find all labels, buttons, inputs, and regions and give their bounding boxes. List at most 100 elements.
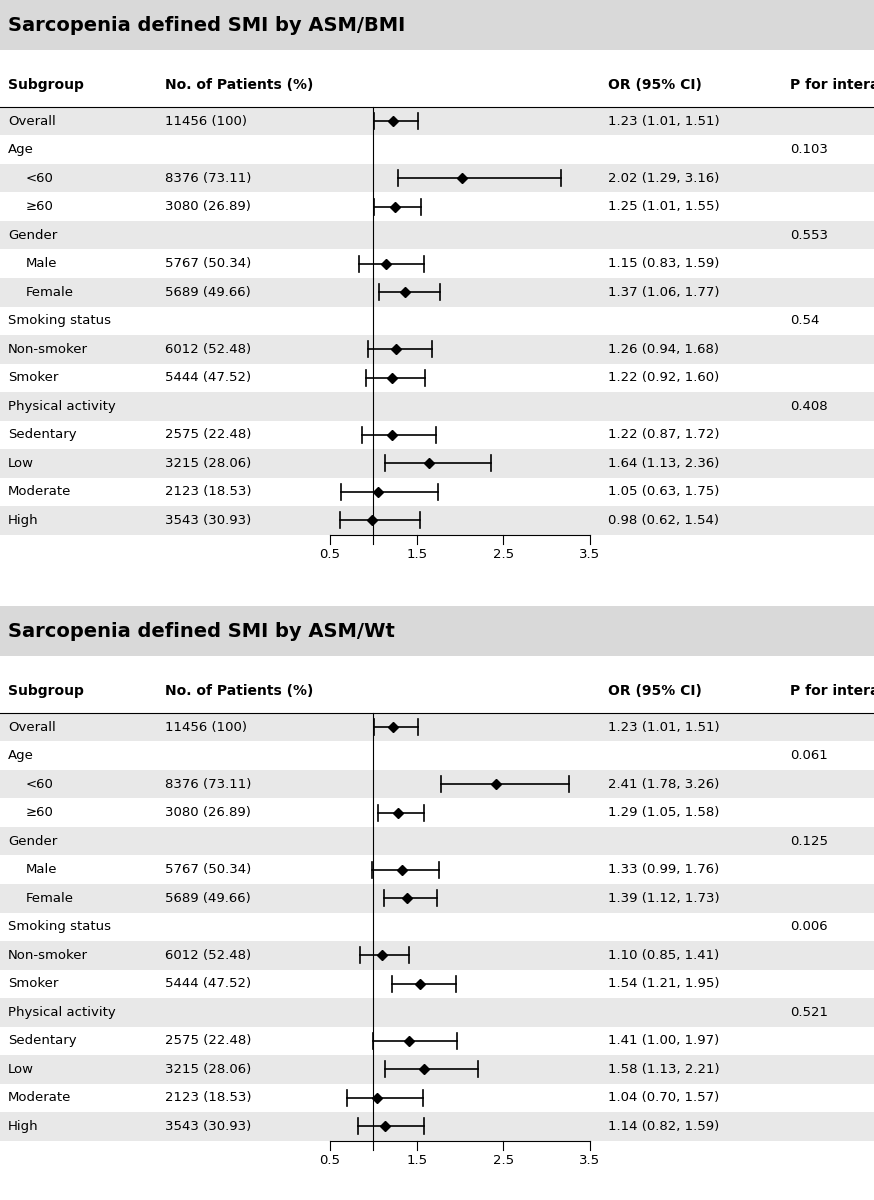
Text: 8376 (73.11): 8376 (73.11): [165, 172, 252, 185]
Bar: [0, 798, 874, 827]
Bar: [0, 742, 874, 770]
Text: 0.98 (0.62, 1.54): 0.98 (0.62, 1.54): [608, 514, 719, 527]
Text: 3080 (26.89): 3080 (26.89): [165, 806, 251, 820]
Bar: [0, 856, 874, 884]
Text: Low: Low: [8, 1063, 34, 1076]
Text: 3.5: 3.5: [579, 1154, 600, 1168]
Text: 2.5: 2.5: [493, 1154, 514, 1168]
Text: 1.22 (0.92, 1.60): 1.22 (0.92, 1.60): [608, 371, 719, 384]
Text: 5444 (47.52): 5444 (47.52): [165, 977, 251, 990]
Text: Low: Low: [8, 457, 34, 470]
Text: 5767 (50.34): 5767 (50.34): [165, 863, 251, 876]
Text: Smoker: Smoker: [8, 977, 59, 990]
Text: 1.58 (1.13, 2.21): 1.58 (1.13, 2.21): [608, 1063, 719, 1076]
Text: <60: <60: [26, 778, 54, 791]
Text: Non-smoker: Non-smoker: [8, 949, 88, 961]
Text: Sedentary: Sedentary: [8, 1034, 77, 1048]
Text: Physical activity: Physical activity: [8, 1006, 115, 1019]
Text: 1.29 (1.05, 1.58): 1.29 (1.05, 1.58): [608, 806, 719, 820]
Bar: [0, 0, 874, 50]
Text: Smoking status: Smoking status: [8, 920, 111, 934]
Text: 3.5: 3.5: [579, 548, 600, 562]
Text: 1.10 (0.85, 1.41): 1.10 (0.85, 1.41): [608, 949, 719, 961]
Bar: [0, 998, 874, 1026]
Text: 1.05 (0.63, 1.75): 1.05 (0.63, 1.75): [608, 485, 719, 498]
Text: 3215 (28.06): 3215 (28.06): [165, 1063, 251, 1076]
Text: Overall: Overall: [8, 115, 56, 127]
Text: 0.103: 0.103: [790, 143, 828, 156]
Bar: [0, 941, 874, 970]
Text: P for interaction: P for interaction: [790, 684, 874, 697]
Text: Male: Male: [26, 257, 58, 270]
Bar: [0, 250, 874, 278]
Text: 1.5: 1.5: [406, 548, 427, 562]
Bar: [0, 107, 874, 136]
Bar: [0, 1112, 874, 1140]
Text: Subgroup: Subgroup: [8, 684, 84, 697]
Text: Sarcopenia defined SMI by ASM/Wt: Sarcopenia defined SMI by ASM/Wt: [8, 622, 395, 641]
Text: <60: <60: [26, 172, 54, 185]
Text: 3215 (28.06): 3215 (28.06): [165, 457, 251, 470]
Text: 5689 (49.66): 5689 (49.66): [165, 892, 251, 905]
Text: Physical activity: Physical activity: [8, 400, 115, 413]
Text: Sedentary: Sedentary: [8, 428, 77, 442]
Text: Moderate: Moderate: [8, 1091, 72, 1104]
Text: 1.37 (1.06, 1.77): 1.37 (1.06, 1.77): [608, 286, 719, 299]
Text: 0.5: 0.5: [320, 1154, 341, 1168]
Bar: [0, 912, 874, 941]
Text: 6012 (52.48): 6012 (52.48): [165, 949, 251, 961]
Bar: [0, 306, 874, 335]
Text: 1.04 (0.70, 1.57): 1.04 (0.70, 1.57): [608, 1091, 719, 1104]
Text: 1.26 (0.94, 1.68): 1.26 (0.94, 1.68): [608, 343, 719, 355]
Text: Smoking status: Smoking status: [8, 314, 111, 328]
Text: Gender: Gender: [8, 835, 58, 847]
Text: 1.23 (1.01, 1.51): 1.23 (1.01, 1.51): [608, 115, 719, 127]
Text: 1.39 (1.12, 1.73): 1.39 (1.12, 1.73): [608, 892, 719, 905]
Text: Non-smoker: Non-smoker: [8, 343, 88, 355]
Text: 1.25 (1.01, 1.55): 1.25 (1.01, 1.55): [608, 200, 719, 214]
Bar: [0, 506, 874, 534]
Text: 1.5: 1.5: [406, 1154, 427, 1168]
Text: Gender: Gender: [8, 229, 58, 241]
Text: 3543 (30.93): 3543 (30.93): [165, 1120, 251, 1133]
Text: 1.41 (1.00, 1.97): 1.41 (1.00, 1.97): [608, 1034, 719, 1048]
Text: 1.33 (0.99, 1.76): 1.33 (0.99, 1.76): [608, 863, 719, 876]
Text: P for interaction: P for interaction: [790, 78, 874, 91]
Text: 11456 (100): 11456 (100): [165, 721, 247, 733]
Text: 1.15 (0.83, 1.59): 1.15 (0.83, 1.59): [608, 257, 719, 270]
Text: 0.54: 0.54: [790, 314, 820, 328]
Text: Moderate: Moderate: [8, 485, 72, 498]
Text: ≥60: ≥60: [26, 806, 54, 820]
Text: 0.5: 0.5: [320, 548, 341, 562]
Bar: [0, 221, 874, 250]
Text: No. of Patients (%): No. of Patients (%): [165, 684, 314, 697]
Text: No. of Patients (%): No. of Patients (%): [165, 78, 314, 91]
Text: Smoker: Smoker: [8, 371, 59, 384]
Text: 2123 (18.53): 2123 (18.53): [165, 485, 252, 498]
Text: 0.006: 0.006: [790, 920, 828, 934]
Text: 0.553: 0.553: [790, 229, 828, 241]
Text: 2575 (22.48): 2575 (22.48): [165, 428, 252, 442]
Bar: [0, 420, 874, 449]
Bar: [0, 1084, 874, 1112]
Bar: [0, 478, 874, 506]
Text: OR (95% CI): OR (95% CI): [608, 78, 702, 91]
Text: 11456 (100): 11456 (100): [165, 115, 247, 127]
Bar: [0, 970, 874, 998]
Text: 2.02 (1.29, 3.16): 2.02 (1.29, 3.16): [608, 172, 719, 185]
Bar: [0, 192, 874, 221]
Bar: [0, 884, 874, 912]
Text: 1.22 (0.87, 1.72): 1.22 (0.87, 1.72): [608, 428, 719, 442]
Text: 6012 (52.48): 6012 (52.48): [165, 343, 251, 355]
Text: Female: Female: [26, 892, 74, 905]
Text: Overall: Overall: [8, 721, 56, 733]
Text: 0.125: 0.125: [790, 835, 828, 847]
Bar: [0, 278, 874, 306]
Bar: [0, 1026, 874, 1055]
Bar: [0, 827, 874, 856]
Text: 1.23 (1.01, 1.51): 1.23 (1.01, 1.51): [608, 721, 719, 733]
Text: 5444 (47.52): 5444 (47.52): [165, 371, 251, 384]
Bar: [0, 713, 874, 742]
Text: Age: Age: [8, 749, 34, 762]
Text: ≥60: ≥60: [26, 200, 54, 214]
